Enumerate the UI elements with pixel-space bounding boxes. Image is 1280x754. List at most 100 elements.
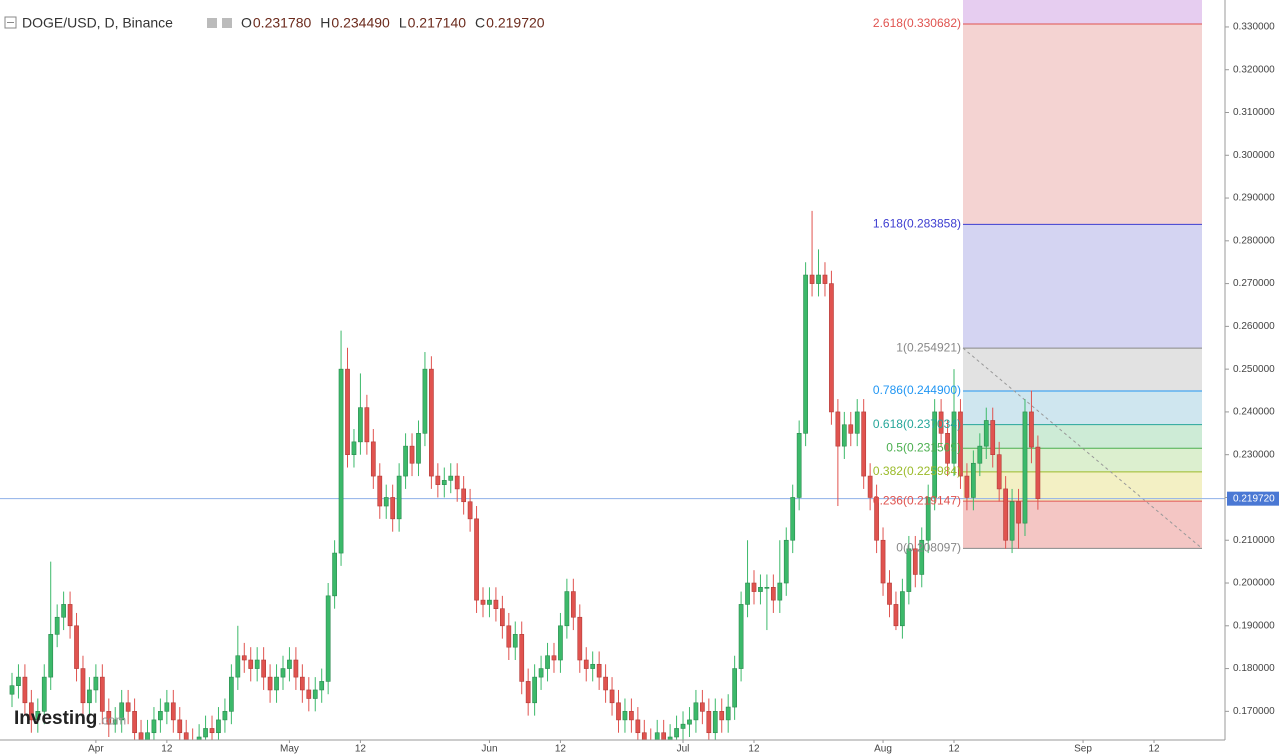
candle-body [538,668,544,678]
candle-body [274,676,279,691]
fib-band [963,24,1202,225]
candle-body [145,732,150,740]
ohlc-key: O [241,15,252,31]
candle-body [583,659,589,669]
candle-body [416,433,421,464]
candle-body [441,480,447,485]
x-tick-label: 12 [555,744,567,754]
candle-body [287,659,292,669]
candle-body [158,711,163,721]
candle-body [383,497,389,507]
last-price-tag [1227,491,1279,506]
collapse-icon[interactable] [4,16,17,29]
candle-body [119,702,125,721]
candle-body [983,420,989,447]
candle-body [28,702,34,721]
candle-body [254,659,260,669]
candle-body [848,424,854,434]
candle-body [635,719,641,734]
candle-body [506,625,512,648]
candle-body [138,732,144,740]
candle-body [80,668,86,704]
candle-body [93,676,99,691]
candle-body [680,723,686,729]
candle-body [654,732,660,740]
candle-body [396,475,402,520]
candle-body [809,274,815,284]
x-tick-label: Apr [88,744,104,754]
candle-body [932,411,938,498]
y-tick-label: 0.270000 [1233,278,1275,289]
candle-body [900,591,905,627]
y-tick-label: 0.310000 [1233,107,1275,118]
x-tick-label: Sep [1074,744,1092,754]
candle-body [1029,411,1034,448]
close-icon[interactable] [222,18,232,28]
candle-body [912,548,918,575]
candle-body [958,411,963,477]
candle-body [616,702,621,721]
y-tick-label: 0.290000 [1233,193,1275,204]
ohlc-value: 0.217140 [408,15,467,31]
candle-body [474,518,479,601]
candle-body [1035,446,1041,499]
fib-level-label: 0(0.208097) [896,541,961,555]
candle-body [854,411,860,434]
candle-body [293,659,299,678]
candle-body [461,488,467,503]
candle-body [306,689,312,699]
candle-body [493,599,499,609]
candle-body [351,441,357,455]
candle-body [41,676,47,712]
candle-body [751,582,757,592]
candle-body [867,475,873,498]
candle-body [674,728,679,738]
settings-icon[interactable] [207,18,217,28]
candle-body [770,586,776,601]
fib-level-label: 0.786(0.244900) [873,383,961,397]
candle-body [248,659,254,669]
y-tick-label: 0.170000 [1233,706,1275,717]
candle-body [519,634,525,682]
candle-body [609,689,615,704]
candle-body [216,719,221,734]
candle-body [222,711,228,721]
last-price-label: 0.219720 [1233,493,1275,504]
candle-body [338,368,344,554]
x-tick-label: 12 [748,744,760,754]
fib-level-label: 0.236(0.219147) [873,493,961,507]
candle-body [267,676,273,691]
watermark-brand: Investing [14,708,97,729]
symbol-title: DOGE/USD, D, Binance [22,15,173,31]
x-tick-label: 12 [161,744,173,754]
candle-body [861,411,867,477]
candle-body [61,604,66,618]
candle-body [732,668,738,708]
candle-body [48,634,54,678]
ohlc-value: 0.219720 [486,15,545,31]
candle-body [403,445,408,477]
candle-body [990,420,996,455]
candle-body [551,655,557,661]
candle-body [719,711,725,721]
candle-body [712,711,718,734]
candle-body [280,668,286,678]
candle-body [261,659,266,678]
candle-body [435,475,441,485]
header: DOGE/USD, D, Binance O 0.231780 H 0.234490 L… [4,15,545,31]
fib-level-label: 0.382(0.225984) [873,464,961,478]
candle-body [1016,501,1021,524]
fib-level-label: 2.618(0.330682) [873,16,961,30]
candle-body [1009,501,1015,541]
x-tick-label: 12 [355,744,367,754]
candle-body [816,274,821,284]
plot-area [0,0,1225,740]
candle-body [893,604,899,627]
candle-body [345,368,350,455]
candle-body [906,548,912,592]
candle-body [499,608,505,627]
candle-body [641,732,647,740]
candle-body [925,497,931,541]
candle-body [874,497,879,541]
